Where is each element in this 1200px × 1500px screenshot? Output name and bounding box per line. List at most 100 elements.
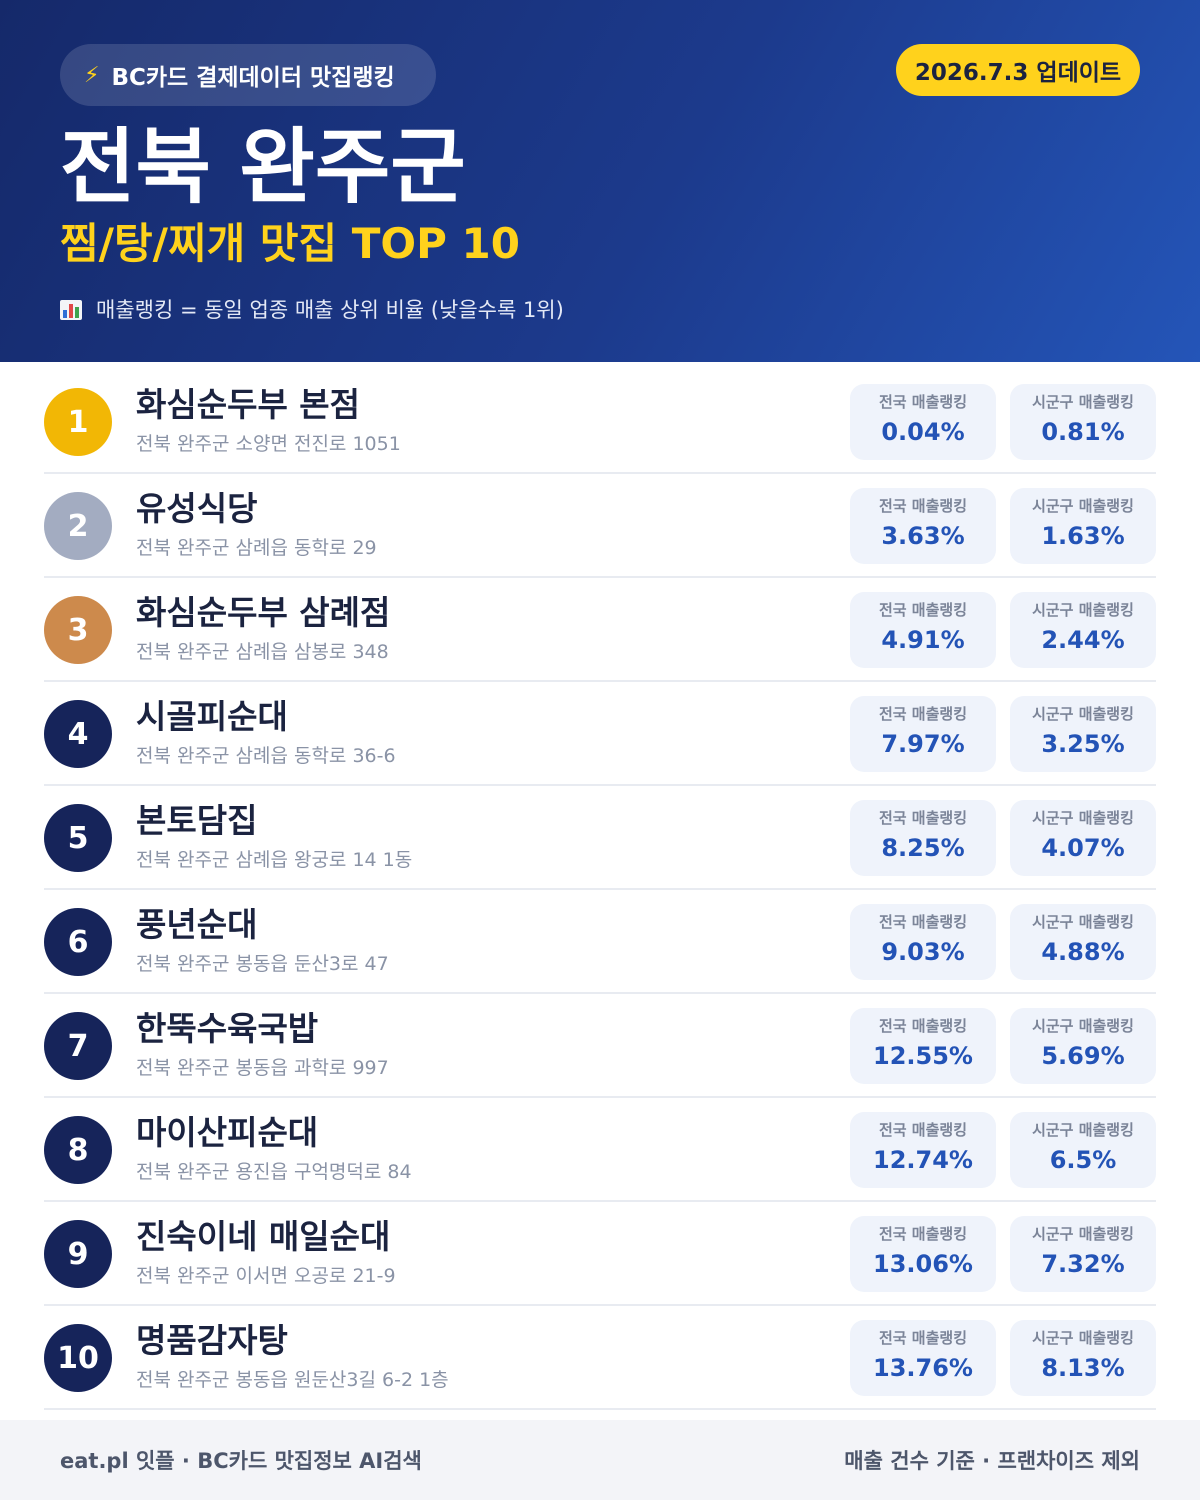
- restaurant-name[interactable]: 화심순두부 삼례점: [136, 593, 391, 632]
- national-rank-label: 전국 매출랭킹: [878, 1121, 968, 1139]
- restaurant-name[interactable]: 마이산피순대: [136, 1113, 319, 1152]
- rank-badge: 10: [44, 1324, 112, 1392]
- restaurant-name[interactable]: 유성식당: [136, 489, 258, 528]
- update-badge: 2026.7.3 업데이트: [896, 44, 1140, 96]
- rank-badge: 4: [44, 700, 112, 768]
- local-rank-card: 시군구 매출랭킹 1.63%: [1010, 488, 1156, 564]
- local-rank-value: 5.69%: [1041, 1042, 1125, 1070]
- restaurant-address: 전북 완주군 삼례읍 동학로 36-6: [136, 745, 396, 767]
- national-rank-card: 전국 매출랭킹 0.04%: [850, 384, 996, 460]
- bar-chart-icon: [60, 300, 82, 320]
- national-rank-card: 전국 매출랭킹 8.25%: [850, 800, 996, 876]
- local-rank-label: 시군구 매출랭킹: [1032, 601, 1134, 619]
- footer-note: 매출 건수 기준 · 프랜차이즈 제외: [844, 1449, 1140, 1473]
- restaurant-name[interactable]: 한뚝수육국밥: [136, 1009, 319, 1048]
- local-rank-card: 시군구 매출랭킹 4.07%: [1010, 800, 1156, 876]
- local-rank-label: 시군구 매출랭킹: [1032, 1225, 1134, 1243]
- local-rank-card: 시군구 매출랭킹 3.25%: [1010, 696, 1156, 772]
- national-rank-label: 전국 매출랭킹: [878, 705, 968, 723]
- national-rank-card: 전국 매출랭킹 13.76%: [850, 1320, 996, 1396]
- local-rank-value: 6.5%: [1049, 1146, 1117, 1174]
- national-rank-value: 13.06%: [873, 1250, 973, 1278]
- local-rank-value: 1.63%: [1041, 522, 1125, 550]
- restaurant-address: 전북 완주군 소양면 전진로 1051: [136, 433, 401, 455]
- restaurant-name[interactable]: 화심순두부 본점: [136, 385, 361, 424]
- national-rank-card: 전국 매출랭킹 7.97%: [850, 696, 996, 772]
- national-rank-value: 12.74%: [873, 1146, 973, 1174]
- local-rank-label: 시군구 매출랭킹: [1032, 809, 1134, 827]
- metric-note: 매출랭킹 = 동일 업종 매출 상위 비율 (낮을수록 1위): [60, 294, 564, 326]
- footer: eat.pl 잇플 · BC카드 맛집정보 AI검색 매출 건수 기준 · 프랜…: [0, 1420, 1200, 1500]
- local-rank-value: 4.07%: [1041, 834, 1125, 862]
- local-rank-value: 4.88%: [1041, 938, 1125, 966]
- rank-badge: 5: [44, 804, 112, 872]
- national-rank-value: 0.04%: [881, 418, 965, 446]
- restaurant-address: 전북 완주군 이서면 오공로 21-9: [136, 1265, 396, 1287]
- restaurant-row[interactable]: 3 화심순두부 삼례점 전북 완주군 삼례읍 삼봉로 348 전국 매출랭킹 4.91%…: [44, 578, 1156, 682]
- national-rank-label: 전국 매출랭킹: [878, 913, 968, 931]
- national-rank-label: 전국 매출랭킹: [878, 1225, 968, 1243]
- local-rank-value: 7.32%: [1041, 1250, 1125, 1278]
- local-rank-card: 시군구 매출랭킹 0.81%: [1010, 384, 1156, 460]
- local-rank-label: 시군구 매출랭킹: [1032, 705, 1134, 723]
- national-rank-label: 전국 매출랭킹: [878, 1329, 968, 1347]
- local-rank-card: 시군구 매출랭킹 6.5%: [1010, 1112, 1156, 1188]
- restaurant-name[interactable]: 본토담집: [136, 801, 258, 840]
- header-banner: ⚡ BC카드 결제데이터 맛집랭킹 2026.7.3 업데이트 전북 완주군 찜…: [0, 0, 1200, 362]
- national-rank-card: 전국 매출랭킹 12.74%: [850, 1112, 996, 1188]
- national-rank-label: 전국 매출랭킹: [878, 809, 968, 827]
- restaurant-name[interactable]: 명품감자탕: [136, 1321, 288, 1360]
- national-rank-value: 3.63%: [881, 522, 965, 550]
- source-label: BC카드 결제데이터 맛집랭킹: [111, 65, 395, 91]
- local-rank-label: 시군구 매출랭킹: [1032, 1329, 1134, 1347]
- local-rank-card: 시군구 매출랭킹 2.44%: [1010, 592, 1156, 668]
- national-rank-value: 12.55%: [873, 1042, 973, 1070]
- local-rank-label: 시군구 매출랭킹: [1032, 393, 1134, 411]
- rank-badge: 7: [44, 1012, 112, 1080]
- restaurant-row[interactable]: 1 화심순두부 본점 전북 완주군 소양면 전진로 1051 전국 매출랭킹 0.04%…: [44, 370, 1156, 474]
- local-rank-label: 시군구 매출랭킹: [1032, 1121, 1134, 1139]
- rank-badge: 8: [44, 1116, 112, 1184]
- restaurant-row[interactable]: 2 유성식당 전북 완주군 삼례읍 동학로 29 전국 매출랭킹 3.63% 시군구 매출…: [44, 474, 1156, 578]
- restaurant-address: 전북 완주군 용진읍 구억명덕로 84: [136, 1161, 412, 1183]
- national-rank-card: 전국 매출랭킹 9.03%: [850, 904, 996, 980]
- national-rank-label: 전국 매출랭킹: [878, 601, 968, 619]
- restaurant-list: 1 화심순두부 본점 전북 완주군 소양면 전진로 1051 전국 매출랭킹 0.04%…: [44, 370, 1156, 1410]
- restaurant-name[interactable]: 진숙이네 매일순대: [136, 1217, 391, 1256]
- national-rank-card: 전국 매출랭킹 13.06%: [850, 1216, 996, 1292]
- national-rank-value: 13.76%: [873, 1354, 973, 1382]
- national-rank-card: 전국 매출랭킹 3.63%: [850, 488, 996, 564]
- national-rank-label: 전국 매출랭킹: [878, 393, 968, 411]
- rank-badge: 6: [44, 908, 112, 976]
- footer-source: eat.pl 잇플 · BC카드 맛집정보 AI검색: [60, 1449, 422, 1473]
- restaurant-name[interactable]: 풍년순대: [136, 905, 258, 944]
- lightning-bolt-icon: ⚡: [84, 62, 100, 88]
- region-title: 전북 완주군: [60, 120, 466, 215]
- local-rank-label: 시군구 매출랭킹: [1032, 497, 1134, 515]
- restaurant-row[interactable]: 6 풍년순대 전북 완주군 봉동읍 둔산3로 47 전국 매출랭킹 9.03% 시군구 매…: [44, 890, 1156, 994]
- local-rank-value: 2.44%: [1041, 626, 1125, 654]
- national-rank-label: 전국 매출랭킹: [878, 1017, 968, 1035]
- national-rank-value: 8.25%: [881, 834, 965, 862]
- restaurant-address: 전북 완주군 삼례읍 왕궁로 14 1동: [136, 849, 413, 871]
- restaurant-address: 전북 완주군 봉동읍 원둔산3길 6-2 1층: [136, 1369, 449, 1391]
- national-rank-card: 전국 매출랭킹 4.91%: [850, 592, 996, 668]
- local-rank-label: 시군구 매출랭킹: [1032, 1017, 1134, 1035]
- local-rank-value: 3.25%: [1041, 730, 1125, 758]
- national-rank-value: 9.03%: [881, 938, 965, 966]
- restaurant-address: 전북 완주군 봉동읍 과학로 997: [136, 1057, 389, 1079]
- local-rank-card: 시군구 매출랭킹 7.32%: [1010, 1216, 1156, 1292]
- local-rank-card: 시군구 매출랭킹 8.13%: [1010, 1320, 1156, 1396]
- national-rank-value: 7.97%: [881, 730, 965, 758]
- national-rank-label: 전국 매출랭킹: [878, 497, 968, 515]
- restaurant-name[interactable]: 시골피순대: [136, 697, 288, 736]
- source-badge: ⚡ BC카드 결제데이터 맛집랭킹: [60, 44, 436, 106]
- rank-badge: 9: [44, 1220, 112, 1288]
- restaurant-address: 전북 완주군 봉동읍 둔산3로 47: [136, 953, 389, 975]
